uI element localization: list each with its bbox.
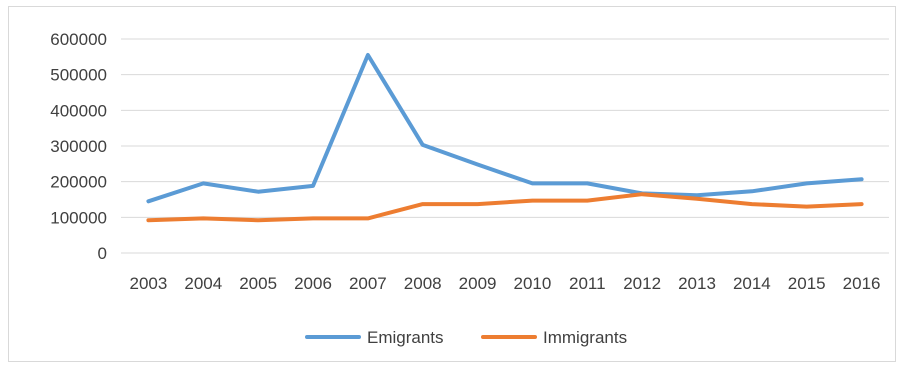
gridlines [121,38,889,254]
x-tick-label-2015: 2015 [788,274,826,293]
legend: Emigrants Immigrants [305,328,627,347]
line-chart: 0 100000 200000 300000 400000 500000 600000 20… [50,30,889,347]
legend-label-immigrants: Immigrants [543,328,627,347]
y-tick-label-400000: 400000 [50,101,107,120]
x-tick-label-2010: 2010 [514,274,552,293]
chart-frame: 0 100000 200000 300000 400000 500000 600000 20… [8,6,896,362]
x-axis-tick-labels: 2003 2004 2005 2006 2007 2008 2009 2010 2011 2012… [130,274,881,293]
y-tick-label-300000: 300000 [50,137,107,156]
legend-item-immigrants: Immigrants [481,328,627,347]
x-tick-label-2007: 2007 [349,274,387,293]
y-tick-label-200000: 200000 [50,173,107,192]
x-tick-label-2009: 2009 [459,274,497,293]
x-tick-label-2006: 2006 [294,274,332,293]
x-tick-label-2003: 2003 [130,274,168,293]
y-tick-label-100000: 100000 [50,208,107,227]
series-line-emigrants [146,53,864,204]
legend-label-emigrants: Emigrants [367,328,444,347]
x-tick-label-2004: 2004 [184,274,222,293]
x-tick-label-2014: 2014 [733,274,771,293]
series-lines [146,53,864,223]
y-tick-label-500000: 500000 [50,66,107,85]
x-tick-label-2016: 2016 [843,274,881,293]
x-tick-label-2012: 2012 [623,274,661,293]
x-tick-label-2008: 2008 [404,274,442,293]
y-tick-label-0: 0 [98,244,107,263]
x-tick-label-2005: 2005 [239,274,277,293]
x-tick-label-2011: 2011 [569,274,606,293]
legend-item-emigrants: Emigrants [305,328,444,347]
series-line-immigrants [146,192,864,223]
x-tick-label-2013: 2013 [678,274,716,293]
y-axis-tick-labels: 0 100000 200000 300000 400000 500000 600000 [50,30,107,263]
y-tick-label-600000: 600000 [50,30,107,49]
